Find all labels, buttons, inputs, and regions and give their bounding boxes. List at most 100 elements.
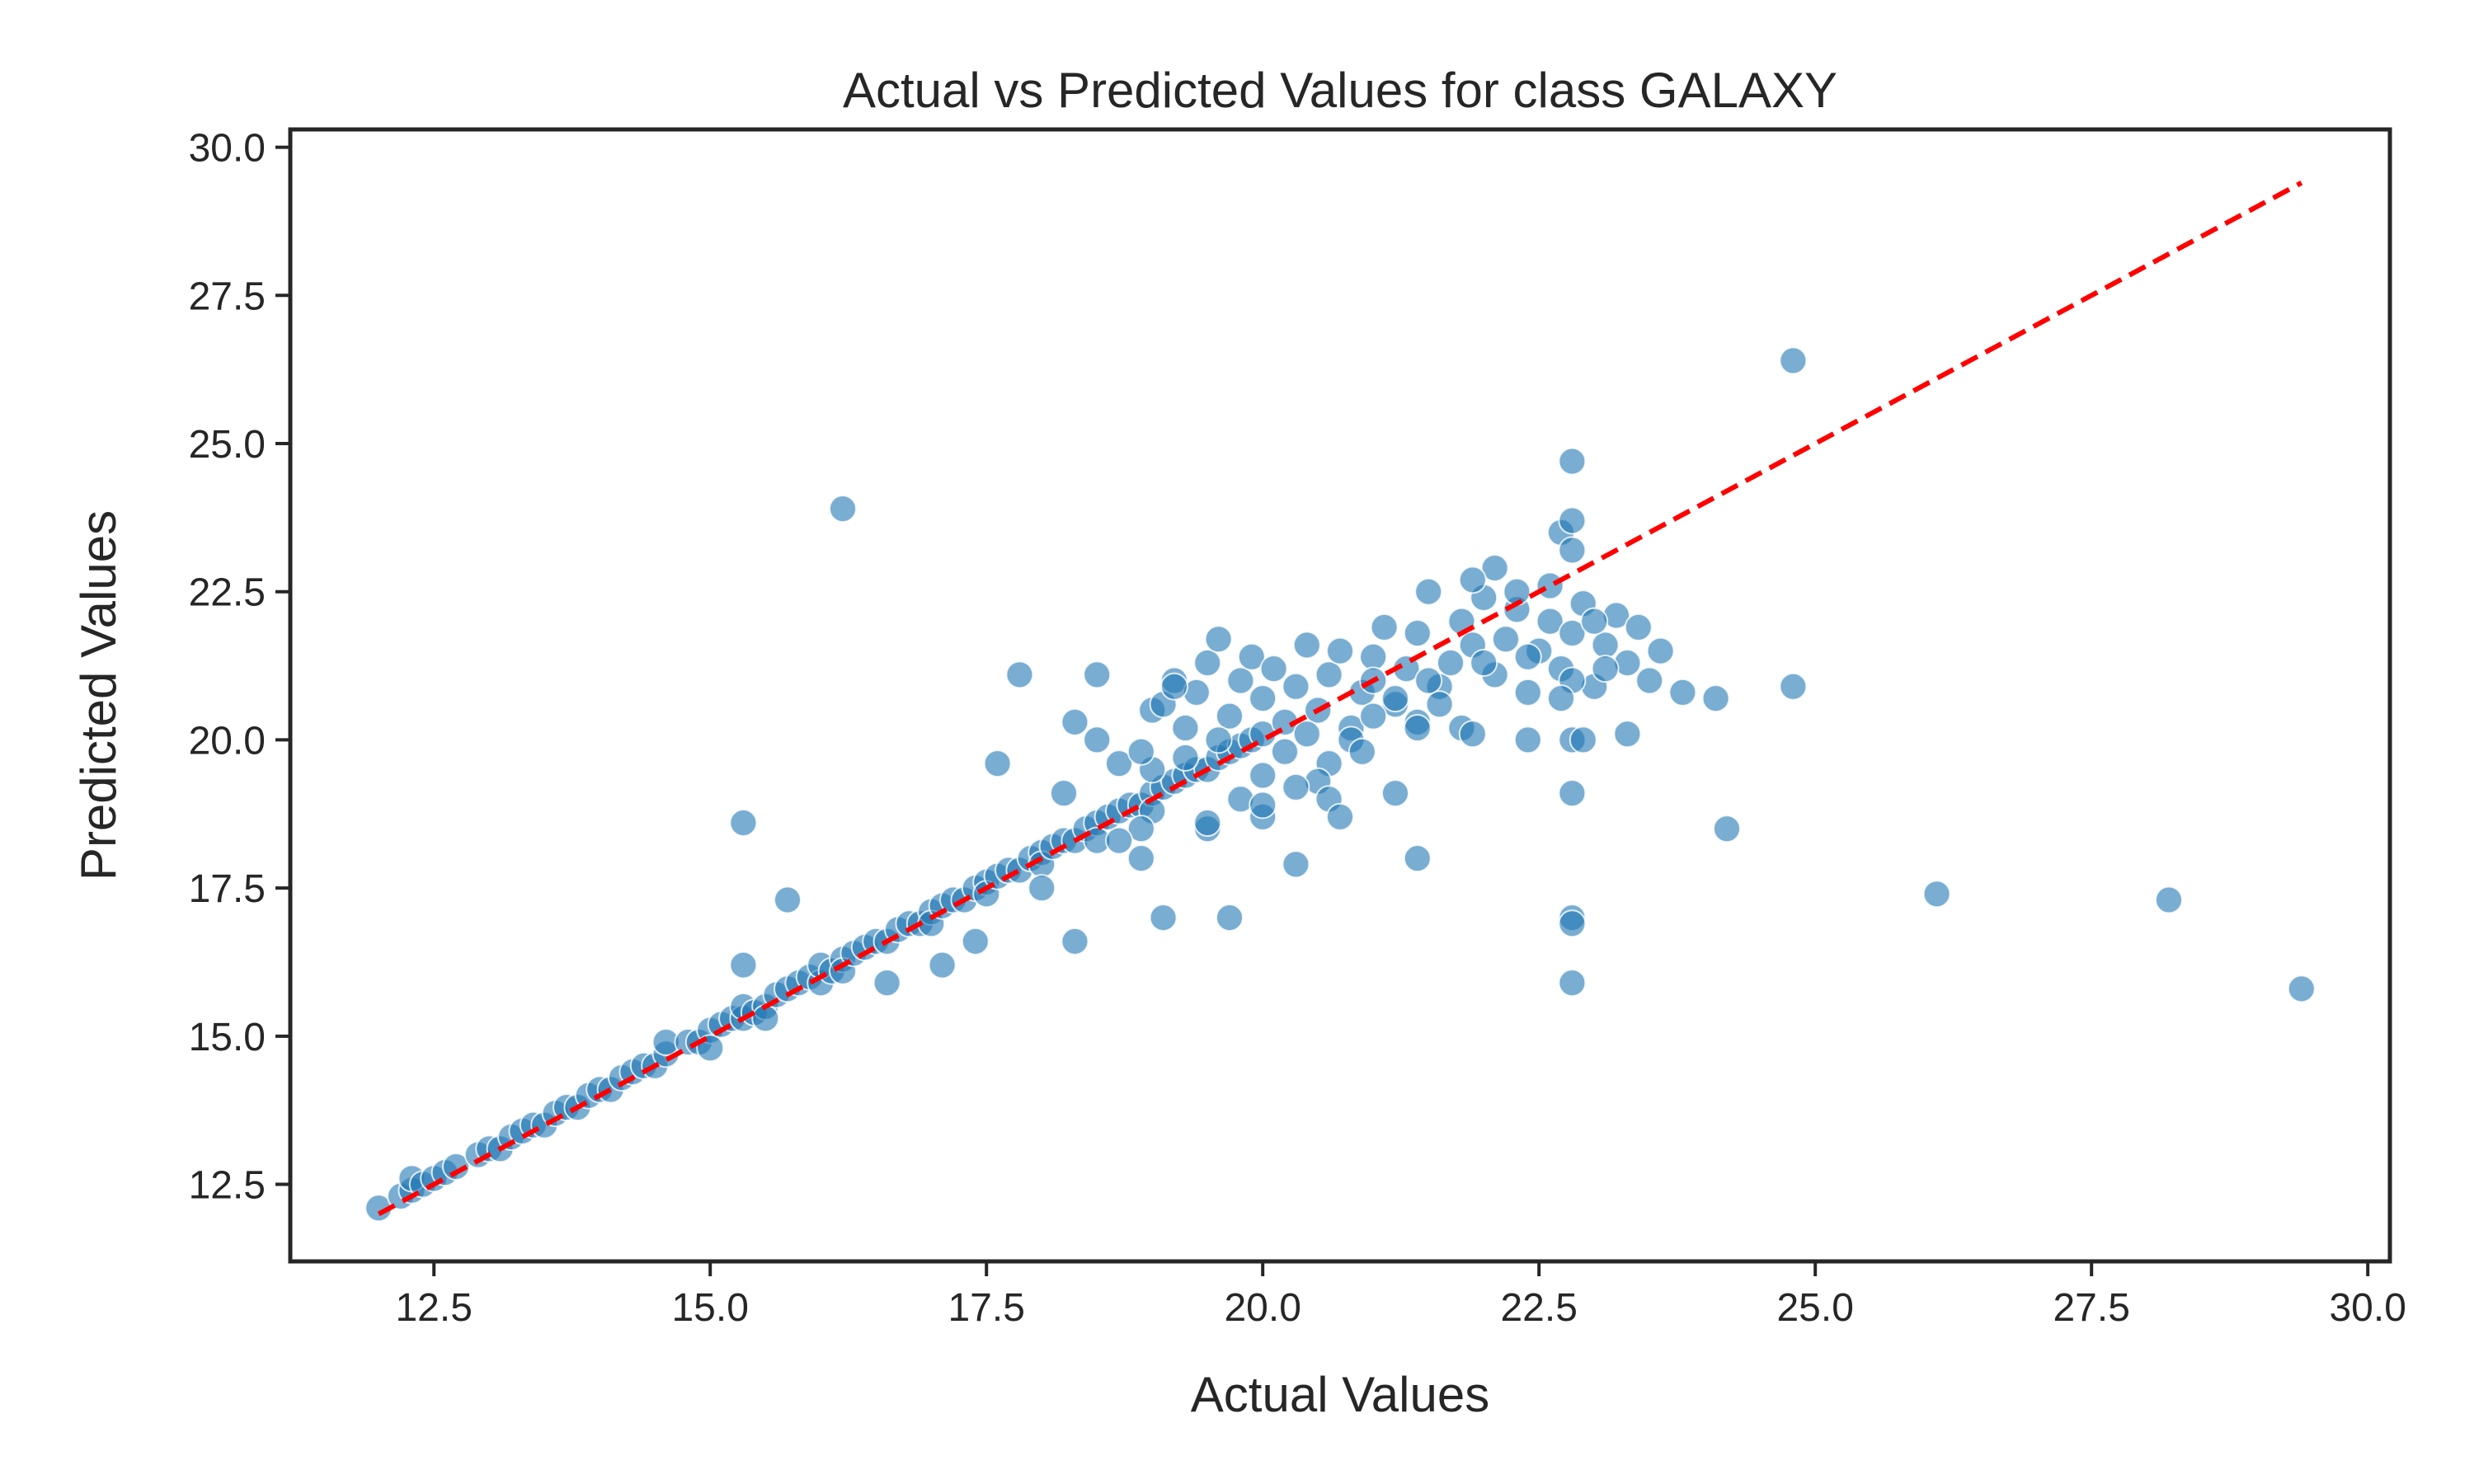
data-point [729,809,758,838]
x-tick-label: 27.5 [2053,1286,2129,1330]
data-point [1216,702,1244,730]
data-point [829,495,857,524]
data-point [1193,809,1222,838]
data-point [1083,660,1112,689]
data-point [1315,660,1343,689]
data-point [2155,885,2183,914]
data-point [1083,726,1112,754]
data-point [1536,607,1564,636]
data-point [1204,726,1233,754]
data-point [1613,720,1642,749]
x-axis-label: Actual Values [1191,1367,1489,1422]
data-point [1536,571,1564,600]
data-point [2287,974,2316,1003]
data-point [1292,720,1321,749]
data-point [1050,779,1078,808]
y-tick-label: 30.0 [189,127,266,171]
chart-title: Actual vs Predicted Values for class GAL… [843,63,1837,118]
data-point [1370,613,1399,641]
data-point [1216,904,1244,932]
y-tick-label: 17.5 [189,867,266,911]
data-point [1558,536,1587,565]
x-tick-label: 17.5 [948,1286,1024,1330]
data-point [1326,802,1354,831]
data-point [1381,779,1409,808]
data-point [1558,779,1587,808]
data-point [1470,648,1498,677]
data-point [1403,844,1432,873]
data-points [365,346,2316,1223]
data-point [1381,684,1409,713]
y-tick-label: 12.5 [189,1164,266,1208]
y-tick-label: 27.5 [189,275,266,318]
data-point [1249,684,1277,713]
data-point [1282,773,1310,801]
data-point [1547,684,1575,713]
data-point [1414,577,1443,606]
data-point [1668,678,1697,707]
y-axis: 12.5 15.0 17.5 20.0 22.5 25.0 27.5 30.0 [189,127,290,1208]
data-point [1646,636,1675,665]
data-point [1624,613,1653,641]
reference-line [377,181,2303,1217]
plot-frame [288,127,2392,1264]
y-axis-label: Predicted Values [71,510,126,881]
data-point [872,969,901,998]
y-tick-label: 15.0 [189,1016,266,1059]
data-point [1701,684,1730,713]
data-point [1237,642,1266,671]
data-point [1437,648,1465,677]
data-point [1458,566,1487,594]
data-point [1779,672,1808,701]
y-tick-label: 25.0 [189,423,266,467]
data-point [442,1152,470,1181]
data-point [1513,726,1542,754]
data-point [1580,607,1609,636]
data-point [1171,714,1200,743]
data-point [1160,672,1188,701]
data-point [1226,666,1255,695]
data-point [774,885,802,914]
data-point [1105,826,1133,855]
data-point [1061,927,1089,956]
data-point [1193,648,1222,677]
data-point [1149,904,1178,932]
data-point [1359,642,1388,671]
data-point [1591,631,1620,660]
data-point [1126,815,1155,843]
data-point [1259,655,1288,683]
data-point [1458,720,1487,749]
data-point [1061,707,1089,736]
data-point [1513,678,1542,707]
x-tick-label: 20.0 [1224,1286,1300,1330]
data-point [1028,874,1056,903]
x-tick-label: 25.0 [1776,1286,1853,1330]
data-point [1480,553,1509,582]
x-axis: 12.5 15.0 17.5 20.0 22.5 25.0 27.5 30.0 [395,1261,2406,1330]
data-point [1282,850,1310,879]
data-point [1492,625,1520,654]
data-point [1126,737,1155,766]
data-point [983,749,1012,778]
data-point [1513,642,1542,671]
data-point [1292,631,1321,660]
data-point [1635,666,1664,695]
data-point [1249,791,1277,819]
x-tick-label: 12.5 [395,1286,472,1330]
data-point [1558,969,1587,998]
data-point [1713,815,1741,843]
x-tick-label: 22.5 [1500,1286,1577,1330]
x-tick-label: 15.0 [671,1286,748,1330]
data-point [1414,666,1443,695]
y-tick-label: 20.0 [189,719,266,763]
data-point [1359,702,1388,730]
data-point [1558,909,1587,938]
data-point [1126,844,1155,873]
data-point [729,951,758,979]
data-point [1425,690,1454,719]
data-point [1282,672,1310,701]
data-point [1105,749,1133,778]
data-point [1569,726,1597,754]
data-point [1348,737,1376,766]
